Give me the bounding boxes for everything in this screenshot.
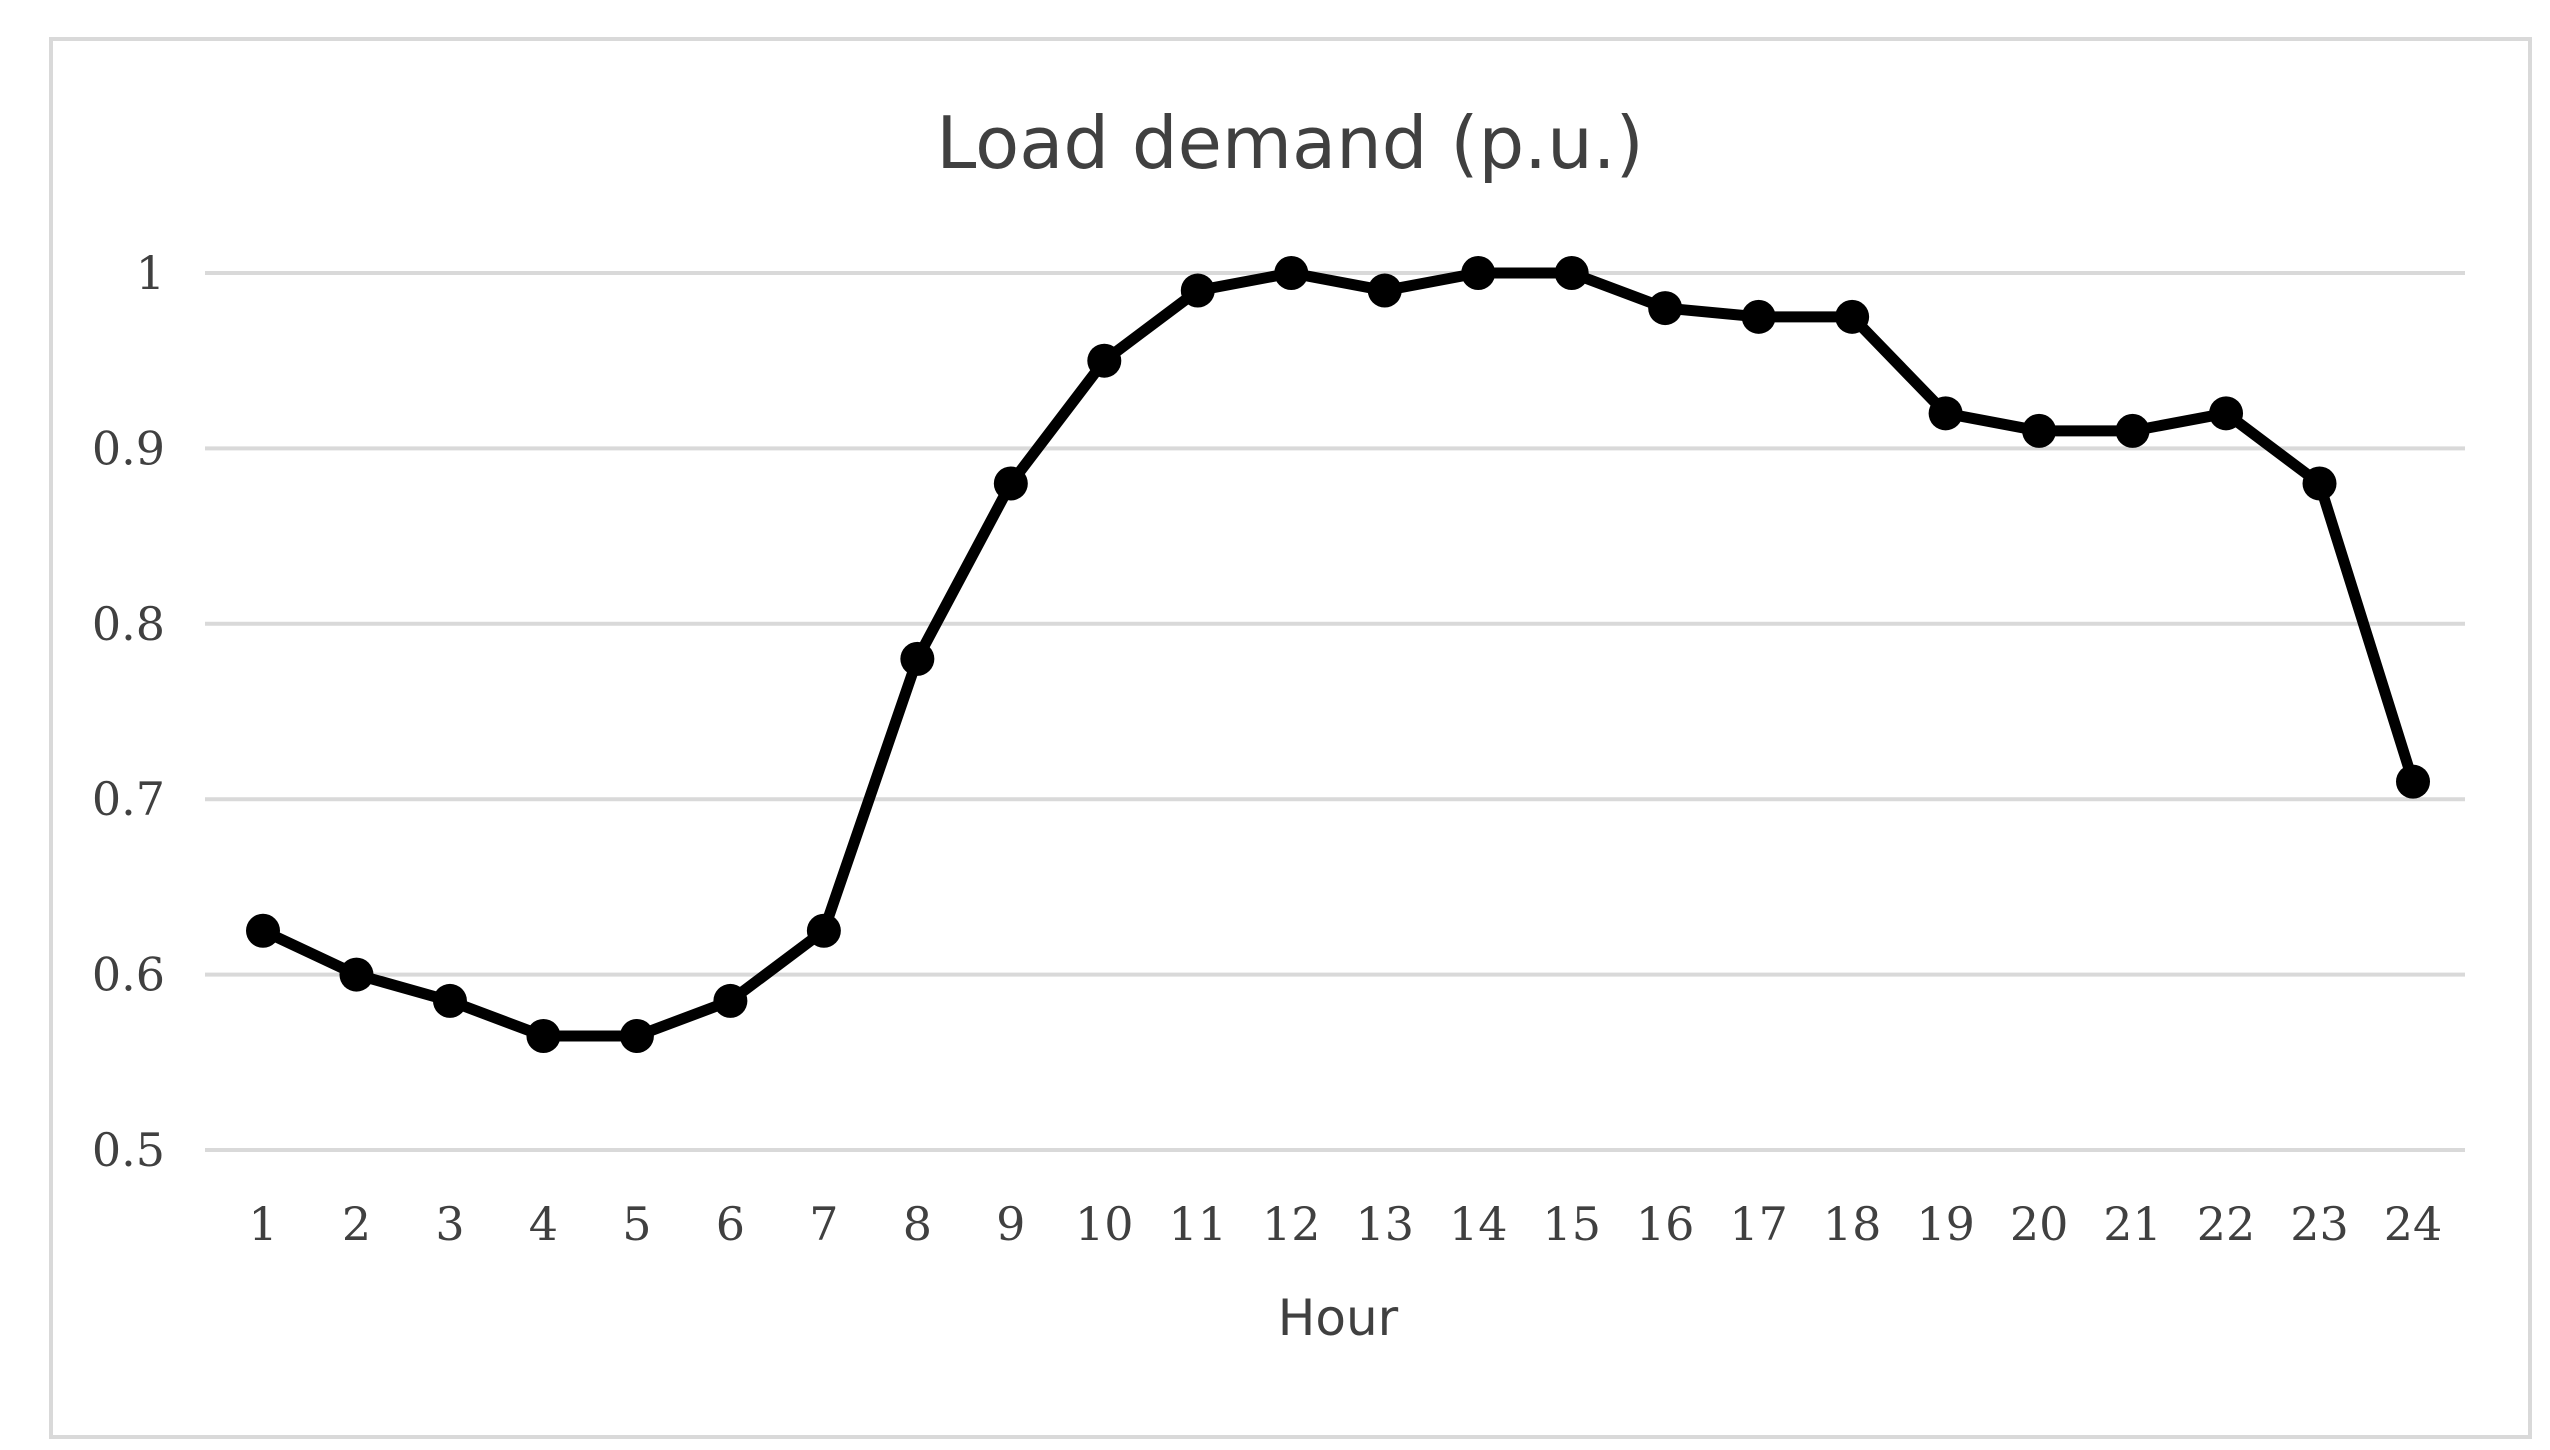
data-point bbox=[1554, 256, 1589, 290]
x-tick-label: 15 bbox=[1542, 1197, 1601, 1251]
x-tick-label: 14 bbox=[1449, 1197, 1508, 1251]
y-axis-ticks: 0.5 0.6 0.7 0.8 0.9 1 bbox=[92, 246, 165, 1177]
y-tick-label: 0.8 bbox=[92, 597, 165, 651]
y-tick-label: 0.7 bbox=[92, 772, 165, 826]
y-tick-label: 0.5 bbox=[92, 1123, 165, 1177]
data-point bbox=[1367, 273, 1402, 308]
y-tick-label: 0.6 bbox=[92, 948, 165, 1002]
x-tick-label: 22 bbox=[2197, 1197, 2256, 1251]
x-tick-label: 16 bbox=[1636, 1197, 1695, 1251]
x-tick-label: 3 bbox=[435, 1197, 464, 1251]
x-tick-label: 23 bbox=[2290, 1197, 2349, 1251]
x-tick-label: 20 bbox=[2010, 1197, 2069, 1251]
y-tick-label: 1 bbox=[136, 246, 165, 300]
y-tick-label: 0.9 bbox=[92, 421, 165, 475]
data-point bbox=[526, 1018, 561, 1053]
x-tick-label: 2 bbox=[342, 1197, 371, 1251]
data-point bbox=[2302, 466, 2337, 501]
data-point bbox=[1928, 396, 1963, 431]
data-point bbox=[1648, 291, 1683, 326]
gridlines bbox=[205, 271, 2465, 1152]
series-line bbox=[257, 267, 2419, 1042]
x-tick-label: 17 bbox=[1729, 1197, 1788, 1251]
data-point bbox=[993, 466, 1028, 501]
data-point bbox=[1180, 273, 1215, 308]
data-point bbox=[1461, 256, 1496, 290]
x-tick-label: 12 bbox=[1262, 1197, 1321, 1251]
x-tick-label: 8 bbox=[903, 1197, 932, 1251]
series-layer bbox=[246, 256, 2430, 1053]
x-tick-label: 19 bbox=[1916, 1197, 1975, 1251]
x-tick-label: 11 bbox=[1169, 1197, 1228, 1251]
x-tick-label: 18 bbox=[1823, 1197, 1882, 1251]
x-tick-label: 6 bbox=[716, 1197, 745, 1251]
x-tick-label: 5 bbox=[622, 1197, 651, 1251]
x-axis-ticks: 1 2 3 4 5 6 7 8 9 10 11 12 13 14 15 16 17 18 19 20 21 22 23 24 bbox=[248, 1197, 2442, 1251]
data-point bbox=[246, 913, 280, 948]
data-point bbox=[1087, 343, 1122, 378]
data-point bbox=[2115, 413, 2150, 448]
x-tick-label: 7 bbox=[809, 1197, 838, 1251]
x-tick-label: 9 bbox=[996, 1197, 1025, 1251]
chart-title: Load demand (p.u.) bbox=[936, 101, 1643, 185]
x-axis-label: Hour bbox=[1278, 1289, 1399, 1347]
x-tick-label: 4 bbox=[529, 1197, 558, 1251]
data-point bbox=[713, 983, 748, 1018]
data-point bbox=[619, 1018, 654, 1053]
data-point bbox=[2022, 413, 2057, 448]
data-point bbox=[806, 913, 841, 948]
data-point bbox=[1835, 299, 1870, 334]
x-tick-label: 1 bbox=[248, 1197, 277, 1251]
data-point bbox=[900, 641, 935, 676]
x-tick-label: 13 bbox=[1355, 1197, 1414, 1251]
data-point bbox=[1741, 299, 1776, 334]
x-tick-label: 21 bbox=[2103, 1197, 2162, 1251]
data-point bbox=[339, 957, 374, 992]
data-point bbox=[1274, 256, 1309, 290]
data-point bbox=[432, 983, 467, 1018]
data-point bbox=[2209, 396, 2244, 431]
x-tick-label: 24 bbox=[2384, 1197, 2443, 1251]
x-tick-label: 10 bbox=[1075, 1197, 1134, 1251]
data-point bbox=[2396, 764, 2430, 799]
